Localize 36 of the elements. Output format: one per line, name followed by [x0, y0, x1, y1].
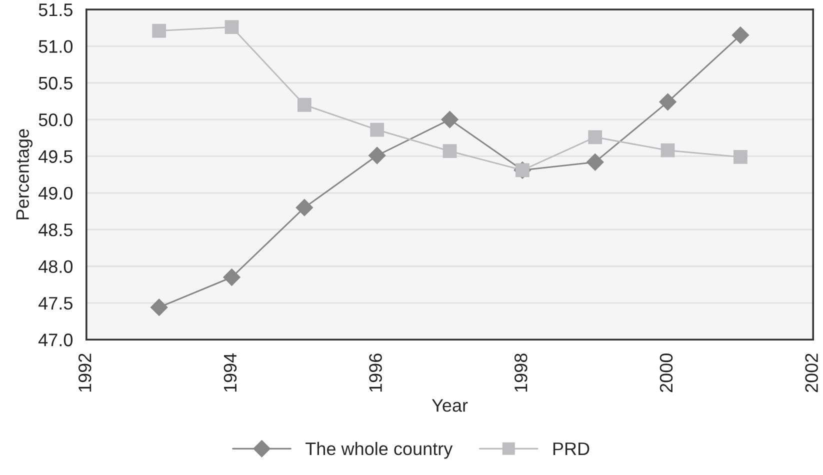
legend-label: PRD	[553, 442, 590, 456]
y-tick-label: 48.5	[38, 224, 72, 236]
point	[586, 154, 604, 171]
point	[588, 130, 602, 144]
x-axis-title: Year	[432, 399, 468, 412]
point	[224, 20, 239, 34]
y-tick-label: 47.0	[38, 334, 73, 346]
y-axis-title: Percentage	[16, 129, 33, 220]
x-tick-label: 1998	[514, 354, 528, 392]
y-tick-label: 49.0	[38, 186, 73, 200]
x-tick-label: 2000	[660, 354, 673, 392]
y-tick-label: 50.0	[38, 113, 73, 126]
point	[659, 93, 676, 110]
y-tick-label: 48.0	[38, 260, 73, 273]
point	[732, 26, 750, 44]
point	[368, 146, 386, 164]
x-tick-label: 1996	[369, 354, 382, 392]
x-tick-label: 1994	[224, 353, 237, 392]
point	[441, 110, 458, 128]
point	[734, 150, 748, 164]
y-tick-label: 50.5	[38, 76, 72, 90]
y-tick-label: 51.5	[38, 4, 72, 16]
y-tick-label: 47.5	[38, 297, 72, 310]
point	[223, 268, 240, 286]
point	[660, 143, 675, 158]
point	[152, 24, 166, 38]
x-tick-label: 2002	[805, 354, 818, 392]
x-tick-label: 1992	[78, 354, 92, 392]
y-tick-label: 49.5	[38, 150, 72, 163]
point	[442, 144, 457, 158]
y-tick-label: 51.0	[38, 40, 73, 53]
point	[150, 298, 168, 316]
legend-label: The whole country	[306, 442, 453, 459]
point	[296, 199, 313, 216]
point	[297, 98, 312, 112]
point	[370, 122, 384, 137]
